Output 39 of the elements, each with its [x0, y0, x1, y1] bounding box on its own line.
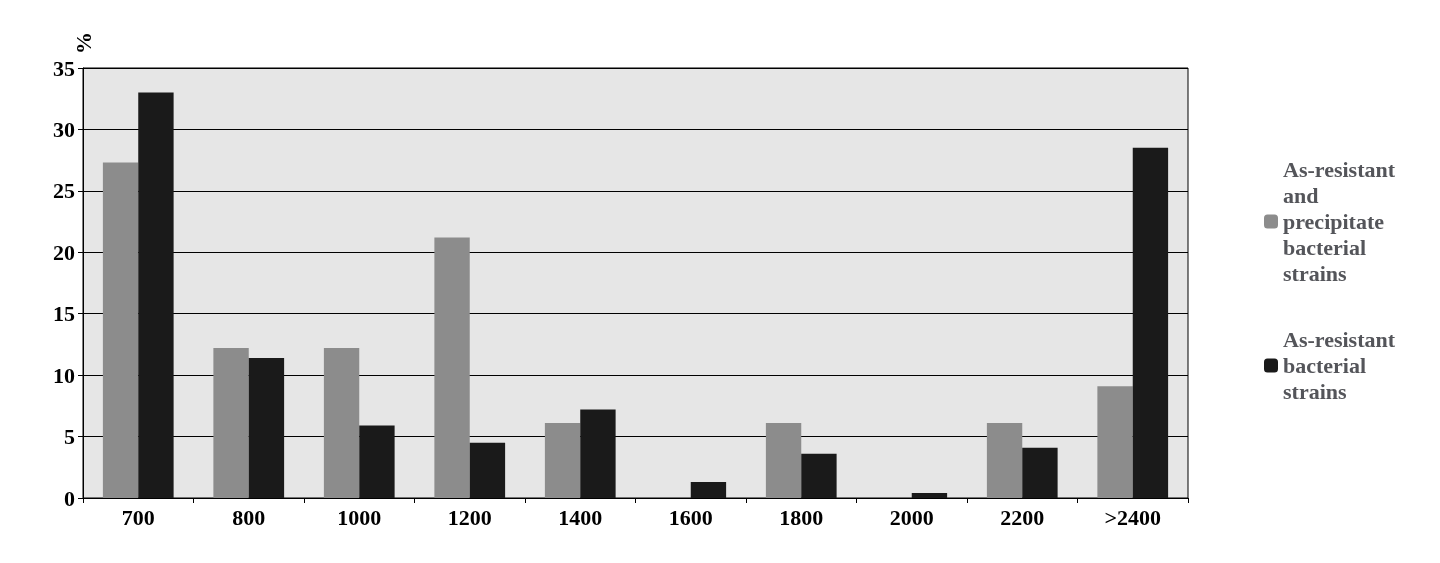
bar — [323, 348, 360, 498]
y-tick-label: 20 — [53, 239, 75, 265]
bar — [138, 92, 174, 498]
y-tick-label: 15 — [53, 301, 75, 327]
x-tick-label: 1800 — [779, 504, 824, 530]
y-tick-label: 10 — [53, 362, 75, 388]
bar — [359, 425, 395, 498]
x-tick-label: 1000 — [337, 504, 382, 530]
bar — [986, 423, 1023, 498]
x-tick-label: 800 — [232, 504, 266, 530]
y-tick-label: 30 — [53, 116, 75, 142]
x-tick-label: 1600 — [668, 504, 713, 530]
bar — [1132, 147, 1169, 498]
bar — [690, 482, 727, 498]
bar — [911, 493, 948, 498]
legend-label: As-resistant bacterial strains — [1283, 327, 1401, 404]
bar — [765, 423, 802, 498]
y-tick-label: 25 — [53, 178, 75, 204]
y-tick-label: 0 — [64, 485, 75, 511]
bar — [102, 162, 139, 498]
bar — [248, 357, 285, 498]
x-tick-label: >2400 — [1104, 504, 1162, 530]
bar — [469, 442, 506, 498]
bar — [801, 453, 837, 498]
bar — [1097, 386, 1133, 498]
x-tick-label: 1400 — [558, 504, 603, 530]
x-tick-label: 2000 — [889, 504, 934, 530]
bar — [213, 348, 249, 498]
y-tick-label: 35 — [53, 55, 75, 81]
y-axis-title: % — [70, 32, 96, 55]
bar — [580, 409, 616, 498]
x-tick-label: 1200 — [447, 504, 492, 530]
bar — [434, 237, 470, 498]
bar — [544, 423, 581, 498]
x-tick-label: 700 — [121, 504, 155, 530]
legend-label: As-resistant and precipitate bacterial strains — [1283, 157, 1401, 286]
y-tick-label: 5 — [64, 424, 75, 450]
bar — [1022, 447, 1058, 498]
x-tick-label: 2200 — [1000, 504, 1045, 530]
